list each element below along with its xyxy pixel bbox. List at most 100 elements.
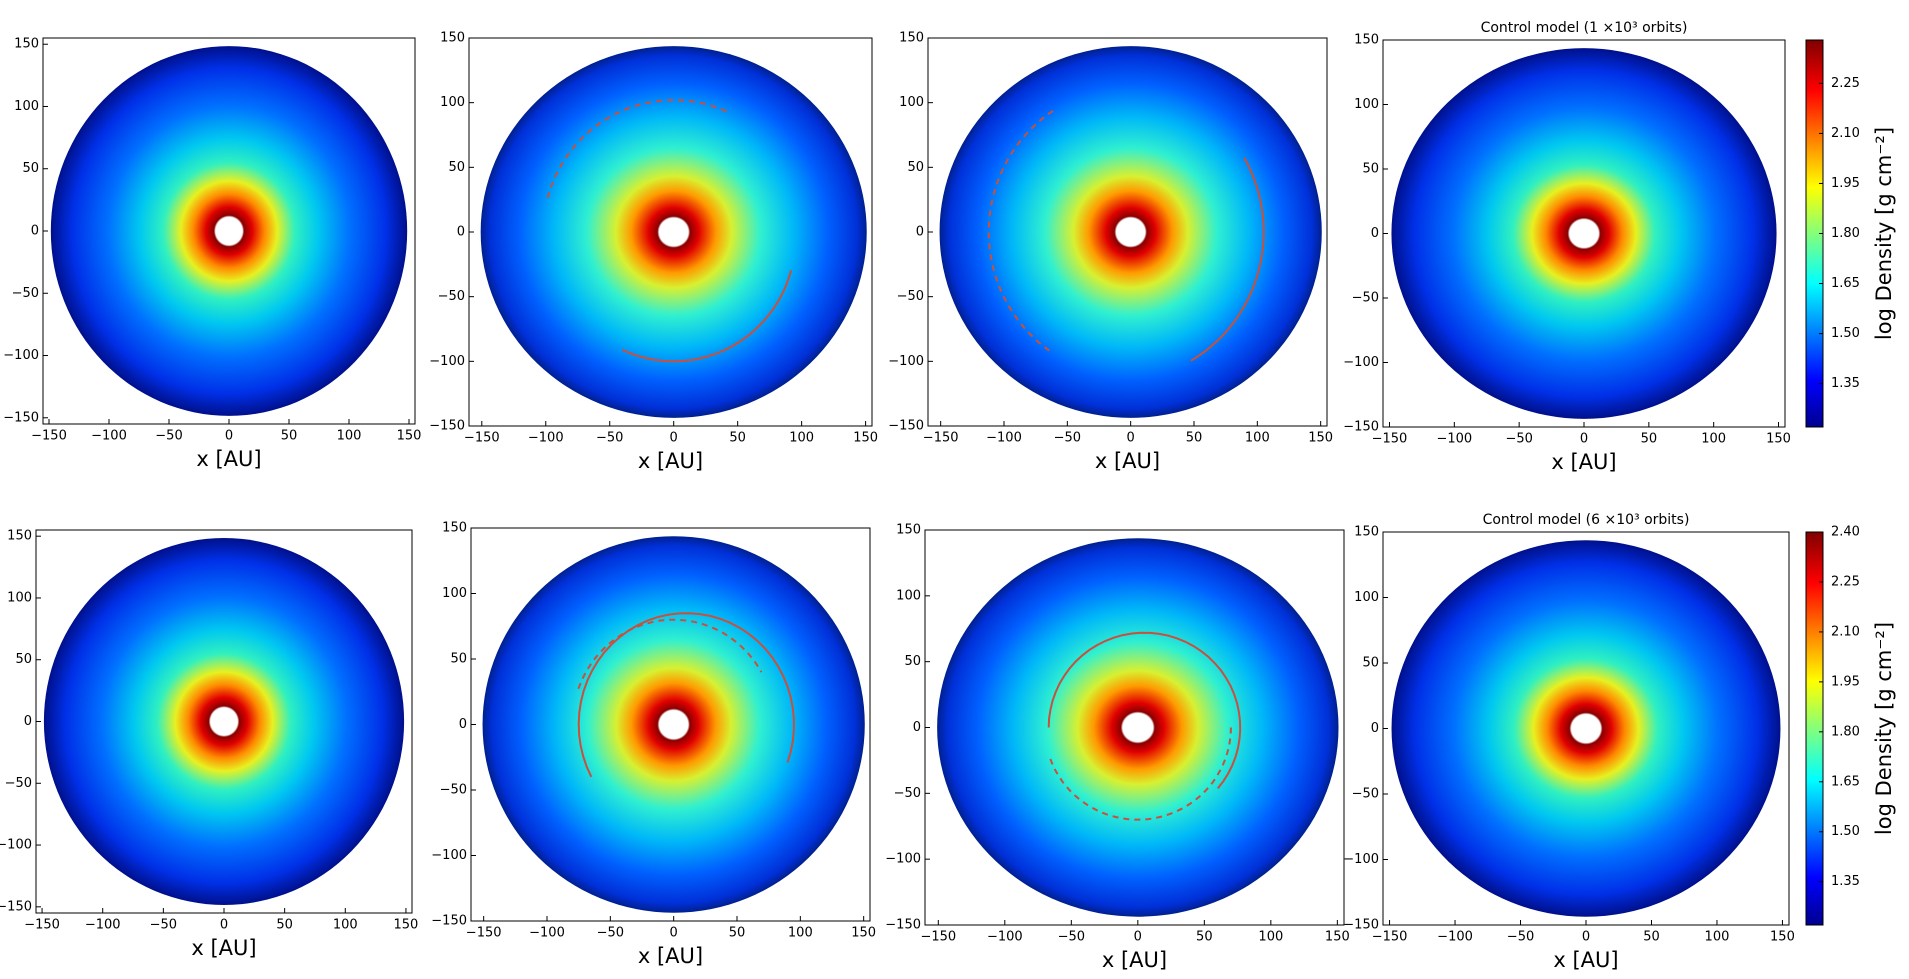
- y-tick-label: 150: [1354, 525, 1379, 540]
- x-axis-label: x [AU]: [196, 447, 261, 471]
- colorbar-tick-label: 1.95: [1831, 674, 1860, 689]
- y-tick-label: 0: [1371, 226, 1379, 241]
- x-tick-label: 100: [1705, 930, 1730, 945]
- y-tick-label: 50: [1362, 162, 1379, 177]
- y-tick-label: −150: [431, 914, 467, 929]
- panel: −150 −100 −50 0 50 100 150 −150 −100 −50 0 50 100 150…: [429, 31, 878, 474]
- colorbar-tick-label: 1.35: [1831, 376, 1860, 391]
- x-tick-label: 150: [394, 918, 419, 933]
- x-tick-label: 100: [1245, 431, 1270, 446]
- panel: −150 −100 −50 0 50 100 150 −150 −100 −50 0 50 100 150…: [885, 523, 1349, 973]
- colorbar-tick-label: 1.35: [1831, 874, 1860, 889]
- x-tick-label: 50: [281, 429, 298, 444]
- y-tick-label: 100: [14, 99, 39, 114]
- x-axis-label: x [AU]: [1102, 948, 1167, 972]
- x-tick-label: −50: [1054, 431, 1081, 446]
- spiral-tracing: [1047, 631, 1242, 790]
- x-tick-label: −50: [155, 429, 182, 444]
- x-tick-label: −50: [597, 926, 624, 941]
- x-axis-label: x [AU]: [1553, 948, 1618, 972]
- density-disk: [939, 46, 1322, 418]
- y-tick-label: 150: [14, 37, 39, 52]
- x-tick-label: 150: [1770, 930, 1795, 945]
- x-tick-label: 50: [1186, 431, 1203, 446]
- x-axis-label: x [AU]: [1095, 449, 1160, 473]
- y-tick-label: 0: [24, 714, 32, 729]
- colorbar-tick-label: 1.80: [1831, 226, 1860, 241]
- y-tick-label: 50: [448, 160, 465, 175]
- x-tick-label: −50: [150, 918, 177, 933]
- x-tick-label: 50: [1643, 930, 1660, 945]
- y-tick-label: −50: [1352, 291, 1379, 306]
- panel-title: Control model (6 ×10³ orbits): [1483, 512, 1690, 528]
- x-tick-label: −150: [24, 918, 60, 933]
- x-axis-label: x [AU]: [638, 944, 703, 968]
- y-tick-label: −150: [3, 410, 39, 425]
- density-disk: [50, 46, 408, 416]
- spiral-tracing: [987, 108, 1057, 352]
- x-tick-label: −50: [596, 431, 623, 446]
- x-tick-label: 0: [225, 429, 233, 444]
- panel-title: Control model (1 ×10³ orbits): [1481, 20, 1688, 36]
- density-disk: [43, 538, 405, 905]
- panel: −150 −100 −50 0 50 100 150 −150 −100 −50 0 50 100 150…: [3, 37, 421, 471]
- x-tick-label: −100: [1437, 930, 1473, 945]
- y-tick-label: −150: [885, 918, 921, 933]
- x-tick-label: −100: [986, 431, 1022, 446]
- x-tick-label: 150: [1766, 432, 1791, 447]
- colorbar-tick-label: 1.65: [1831, 774, 1860, 789]
- x-tick-label: 100: [337, 429, 362, 444]
- x-tick-label: 0: [670, 431, 678, 446]
- x-tick-label: 50: [729, 431, 746, 446]
- y-tick-label: −100: [888, 354, 924, 369]
- panel: −150 −100 −50 0 50 100 150 −150 −100 −50 0 50 100 150…: [888, 31, 1333, 474]
- colorbar: [1805, 531, 1824, 926]
- y-tick-label: 100: [1354, 590, 1379, 605]
- y-tick-label: 100: [899, 95, 924, 110]
- y-tick-label: −50: [438, 289, 465, 304]
- x-tick-label: 0: [1134, 930, 1142, 945]
- y-tick-label: −100: [0, 838, 32, 853]
- spiral-tracing: [577, 612, 795, 778]
- x-tick-label: −100: [528, 431, 564, 446]
- x-tick-label: 100: [789, 431, 814, 446]
- y-tick-label: 100: [442, 586, 467, 601]
- x-tick-label: −150: [1372, 432, 1408, 447]
- panel: −150 −100 −50 0 50 100 150 −150 −100 −50 0 50 100 150…: [1343, 20, 1896, 474]
- y-tick-label: −100: [429, 354, 465, 369]
- y-tick-label: 0: [916, 225, 924, 240]
- colorbar-tick-label: 2.25: [1831, 574, 1860, 589]
- y-tick-label: −150: [0, 899, 32, 914]
- x-tick-label: 50: [1196, 930, 1213, 945]
- density-disk: [482, 536, 865, 913]
- y-tick-label: 150: [7, 529, 32, 544]
- x-axis-label: x [AU]: [191, 936, 256, 960]
- x-tick-label: −150: [31, 429, 67, 444]
- y-tick-label: −50: [12, 286, 39, 301]
- colorbar-tick-label: 2.40: [1831, 525, 1860, 540]
- y-tick-label: −50: [5, 776, 32, 791]
- colorbar-tick-label: 1.50: [1831, 326, 1860, 341]
- y-tick-label: 0: [459, 717, 467, 732]
- x-tick-label: −100: [85, 918, 121, 933]
- x-tick-label: 150: [1308, 431, 1333, 446]
- spiral-tracing: [546, 99, 730, 199]
- colorbar-label: log Density [g cm⁻²]: [1872, 127, 1896, 340]
- x-tick-label: 150: [1325, 930, 1350, 945]
- panel: −150 −100 −50 0 50 100 150 −150 −100 −50 0 50 100 150…: [1343, 512, 1896, 972]
- y-tick-label: 150: [899, 31, 924, 46]
- y-tick-label: 50: [907, 160, 924, 175]
- colorbar-tick-label: 1.95: [1831, 176, 1860, 191]
- x-tick-label: −100: [1436, 432, 1472, 447]
- x-axis-label: x [AU]: [1551, 450, 1616, 474]
- y-tick-label: 150: [442, 521, 467, 536]
- y-tick-label: 0: [1371, 721, 1379, 736]
- y-tick-label: −50: [1352, 787, 1379, 802]
- x-tick-label: 50: [1641, 432, 1658, 447]
- x-tick-label: 100: [1258, 930, 1283, 945]
- colorbar-label: log Density [g cm⁻²]: [1872, 622, 1896, 835]
- y-tick-label: 0: [31, 224, 39, 239]
- y-tick-label: 150: [896, 523, 921, 538]
- y-tick-label: 50: [904, 654, 921, 669]
